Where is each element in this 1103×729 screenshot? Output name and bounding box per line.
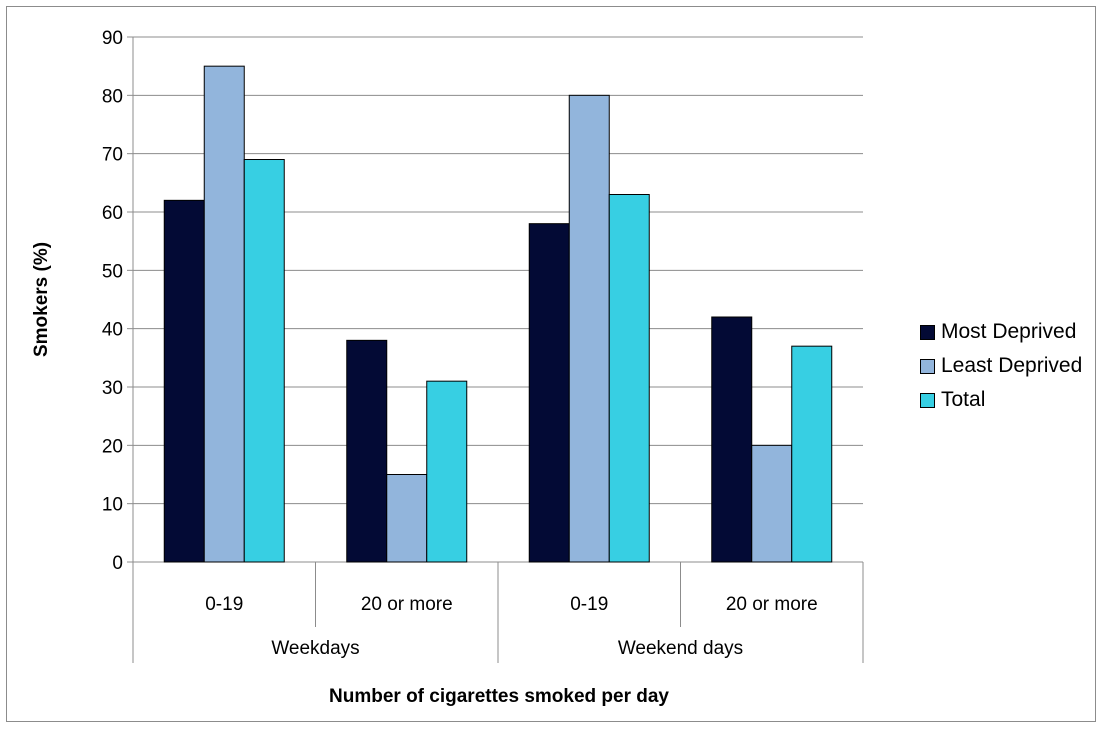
legend-label: Most Deprived	[941, 320, 1077, 343]
y-tick-label: 90	[102, 28, 123, 49]
x-group-label: Weekend days	[618, 638, 743, 659]
bar-most-deprived	[346, 339, 388, 563]
y-tick-label: 20	[102, 436, 123, 457]
y-tick-label: 50	[102, 261, 123, 282]
bar-least-deprived	[568, 94, 610, 563]
bar-chart: 0 10 20 30 40 50 60 70 80 90 0-19 20 or more 0-19 20 …	[31, 28, 864, 707]
bar-total	[426, 380, 468, 563]
x-tick-label: 0-19	[570, 594, 608, 615]
y-tick-label: 10	[102, 495, 123, 516]
legend-label: Total	[941, 388, 986, 411]
legend-swatch	[920, 392, 935, 408]
y-axis-title: Smokers (%)	[31, 242, 52, 357]
legend-swatch	[920, 358, 935, 374]
bar-most-deprived	[163, 199, 205, 563]
x-axis-title: Number of cigarettes smoked per day	[329, 686, 669, 707]
bar-most-deprived	[528, 223, 570, 563]
x-tick-label: 20 or more	[361, 594, 453, 615]
bar-least-deprived	[203, 65, 245, 563]
y-tick-label: 40	[102, 320, 123, 341]
x-group-label: Weekdays	[271, 638, 359, 659]
legend-label: Least Deprived	[941, 354, 1083, 377]
bar-total	[608, 194, 650, 563]
y-tick-label: 70	[102, 145, 123, 166]
x-tick-label: 20 or more	[726, 594, 818, 615]
y-tick-label: 80	[102, 86, 123, 107]
y-tick-label: 0	[112, 553, 123, 574]
chart-area: 0 10 20 30 40 50 60 70 80 90 0-19 20 or more 0-19 20 …	[6, 6, 1096, 722]
bar-least-deprived	[751, 444, 793, 563]
legend-item: Total	[920, 383, 1082, 417]
bar-total	[791, 345, 833, 563]
legend-item: Least Deprived	[920, 349, 1082, 383]
legend: Most Deprived Least Deprived Total	[920, 315, 1082, 417]
legend-swatch	[920, 324, 935, 340]
bar-total	[243, 159, 285, 563]
bar-most-deprived	[711, 316, 753, 563]
y-tick-label: 60	[102, 203, 123, 224]
y-tick-label: 30	[102, 378, 123, 399]
legend-item: Most Deprived	[920, 315, 1082, 349]
bar-least-deprived	[386, 474, 428, 563]
x-tick-label: 0-19	[205, 594, 243, 615]
